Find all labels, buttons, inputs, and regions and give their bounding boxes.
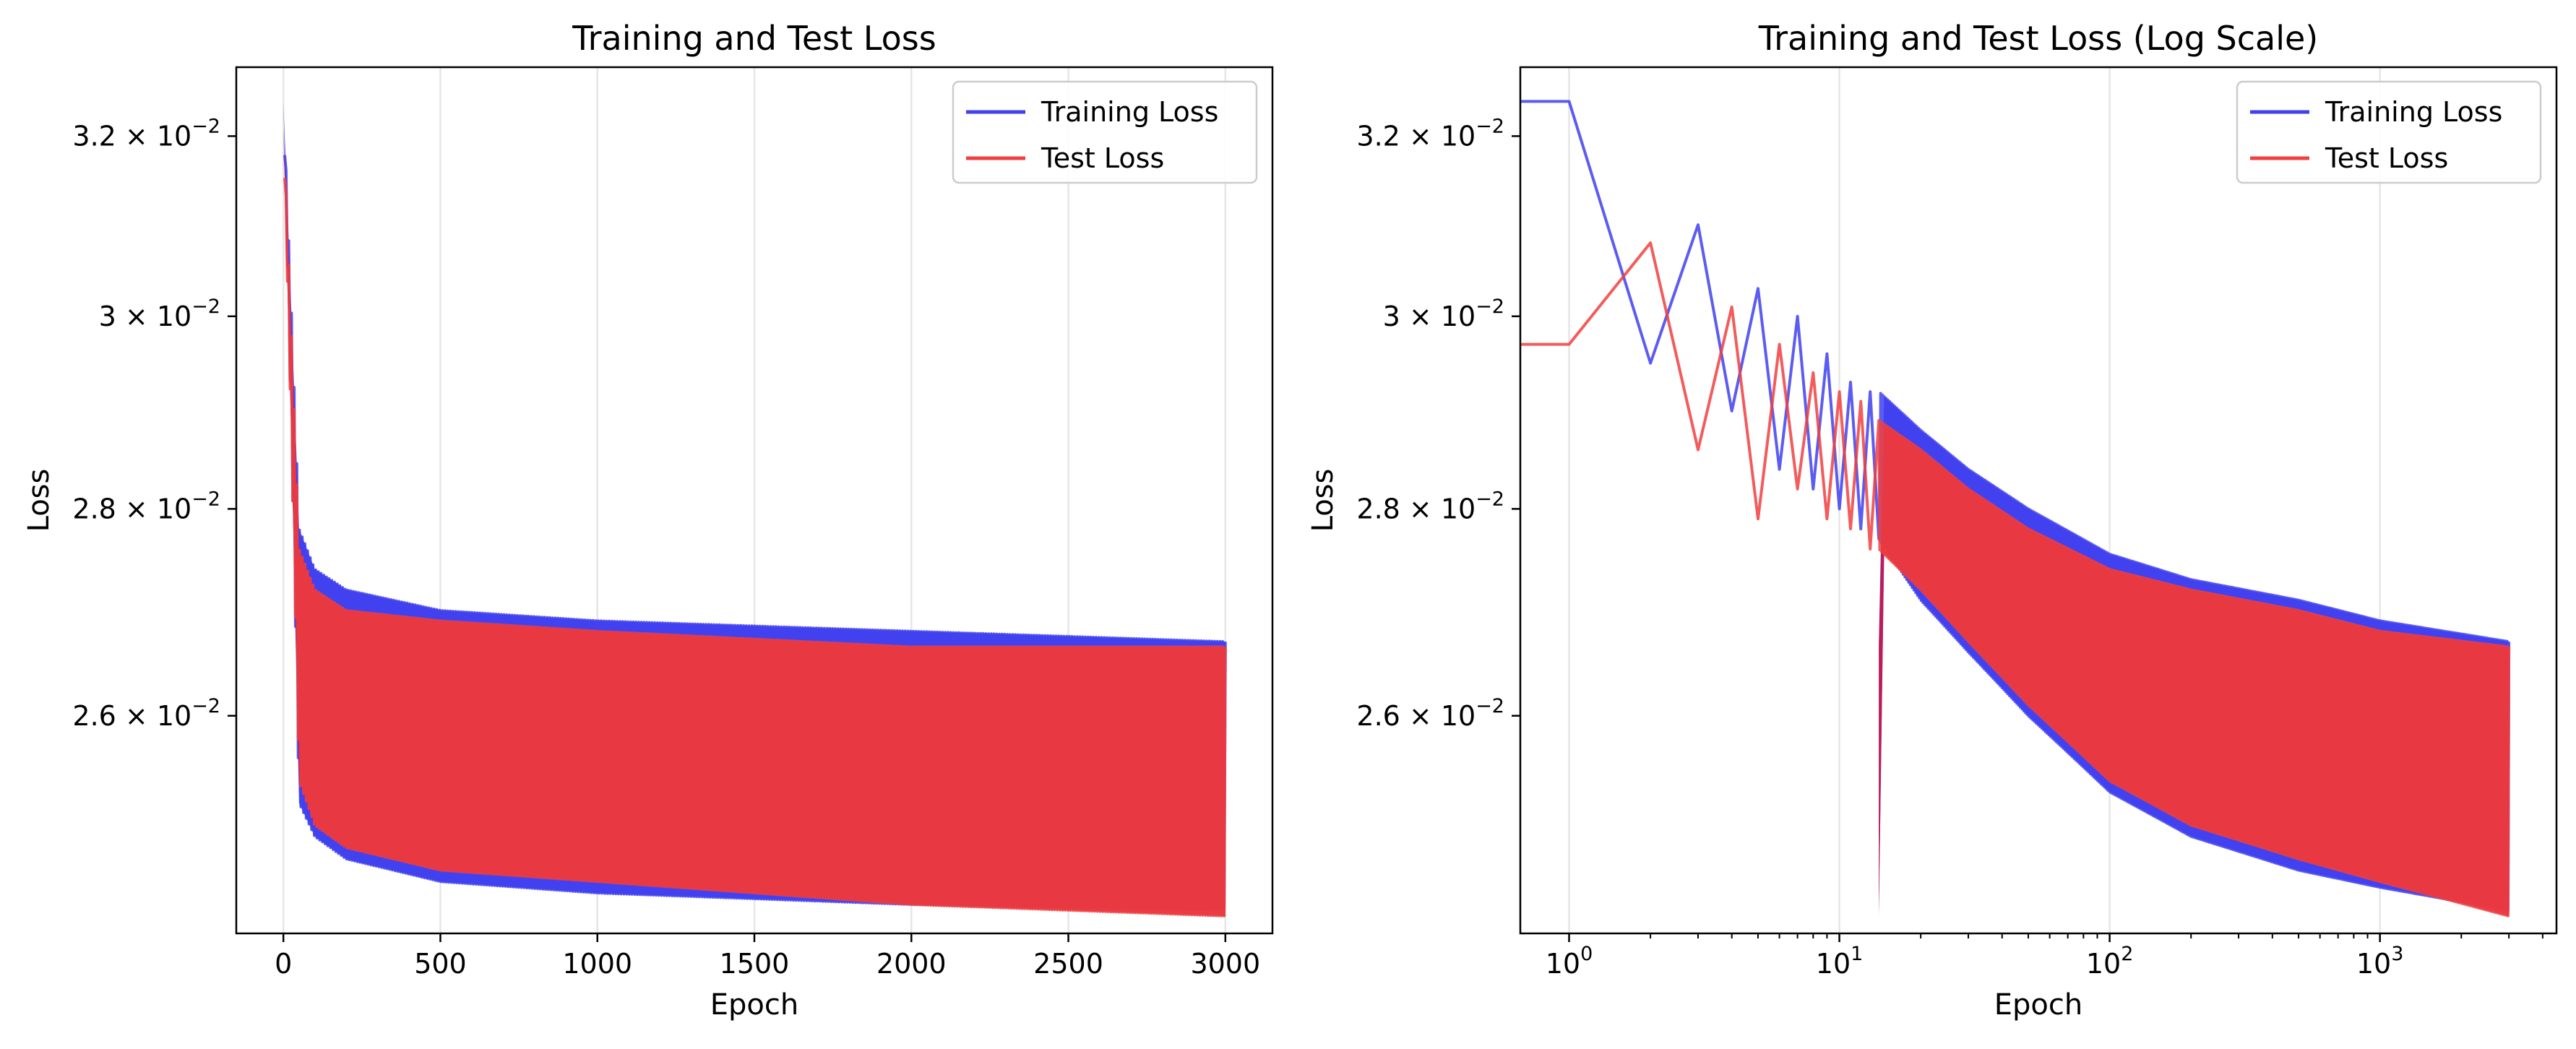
- log-y-axis-label: Loss: [1306, 469, 1340, 532]
- linear-gridlines: [282, 67, 1227, 933]
- linear-legend: Training Loss Test Loss: [952, 80, 1258, 184]
- log-legend: Training Loss Test Loss: [2236, 80, 2542, 184]
- x-tick-label: 2000: [876, 948, 947, 980]
- x-tick-label: 100: [1546, 943, 1593, 980]
- y-tick-label: 3 × 10−2: [99, 295, 220, 332]
- linear-x-ticks: 0 500 1000 1500 2000 2500 3000: [275, 933, 1260, 980]
- x-tick-label: 3000: [1190, 948, 1260, 980]
- y-tick-label: 2.6 × 10−2: [1356, 695, 1504, 732]
- linear-loss-chart: 0 500 1000 1500 2000 2500 3000 2.6 × 10−2 2.8 × …: [22, 19, 1274, 1022]
- legend-box: [952, 80, 1258, 184]
- linear-y-axis-label: Loss: [22, 469, 56, 532]
- log-y-ticks: 2.6 × 10−2 2.8 × 10−2 3 × 10−2 3.2 × 10−2: [1356, 115, 1520, 732]
- y-tick-label: 3.2 × 10−2: [72, 115, 220, 152]
- linear-chart-title: Training and Test Loss: [572, 19, 936, 58]
- log-test-loss-line: [1520, 241, 2511, 918]
- x-tick-label: 0: [275, 948, 292, 980]
- linear-x-axis-label: Epoch: [710, 988, 798, 1022]
- log-x-axis-label: Epoch: [1994, 988, 2082, 1022]
- x-tick-label: 101: [1816, 943, 1864, 980]
- legend-label: Training Loss: [1041, 96, 1218, 128]
- linear-series-area: [283, 101, 1227, 918]
- legend-label: Test Loss: [1041, 142, 1164, 174]
- y-tick-label: 2.8 × 10−2: [72, 488, 220, 524]
- y-tick-label: 2.6 × 10−2: [72, 695, 220, 732]
- y-tick-label: 3.2 × 10−2: [1356, 115, 1504, 152]
- linear-test-loss-line: [283, 127, 1227, 918]
- legend-label: Training Loss: [2325, 96, 2502, 128]
- y-tick-label: 2.8 × 10−2: [1356, 488, 1504, 524]
- legend-box: [2236, 80, 2542, 184]
- log-chart-title: Training and Test Loss (Log Scale): [1758, 19, 2318, 58]
- y-tick-label: 3 × 10−2: [1383, 295, 1504, 332]
- x-tick-label: 102: [2086, 943, 2134, 980]
- log-x-ticks: 100 101 102 103: [1546, 933, 2543, 980]
- x-tick-label: 500: [414, 948, 467, 980]
- x-tick-label: 1000: [562, 948, 632, 980]
- log-axes-frame: [1519, 66, 2558, 935]
- x-tick-label: 2500: [1033, 948, 1103, 980]
- log-loss-chart: 100 101 102 103 2.6 × 10−2 2.8 × 10−2 3 × 10−2…: [1306, 19, 2558, 1022]
- x-tick-label: 1500: [720, 948, 790, 980]
- linear-y-ticks: 2.6 × 10−2 2.8 × 10−2 3 × 10−2 3.2 × 10−2: [72, 115, 236, 732]
- legend-label: Test Loss: [2325, 142, 2448, 174]
- x-tick-label: 103: [2356, 943, 2404, 980]
- log-series-area: [1520, 100, 2511, 918]
